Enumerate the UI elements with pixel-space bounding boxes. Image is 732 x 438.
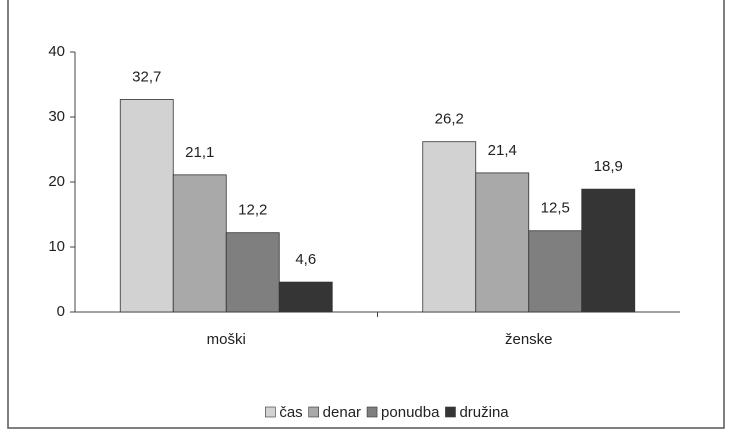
bar bbox=[119, 99, 174, 313]
bar-value-label: 21,1 bbox=[185, 144, 214, 161]
bar-value-label: 4,6 bbox=[295, 251, 316, 268]
y-tick-label: 0 bbox=[57, 303, 65, 320]
bar bbox=[581, 188, 636, 313]
legend-label: denar bbox=[323, 404, 361, 421]
bar-value-label: 26,2 bbox=[435, 111, 464, 128]
bar-value-label: 21,4 bbox=[488, 142, 517, 159]
y-tick-label: 40 bbox=[48, 43, 65, 60]
bar-value-label: 32,7 bbox=[132, 68, 161, 85]
bar bbox=[278, 281, 333, 313]
bar bbox=[475, 172, 530, 313]
bar-value-label: 18,9 bbox=[594, 158, 623, 175]
legend-label: družina bbox=[459, 404, 509, 421]
bar bbox=[172, 174, 227, 313]
y-tick-label: 10 bbox=[48, 238, 65, 255]
bar bbox=[225, 232, 280, 313]
y-tick-label: 30 bbox=[48, 108, 65, 125]
legend-label: čas bbox=[279, 404, 302, 421]
x-tick-label: ženske bbox=[505, 331, 553, 348]
legend-swatch bbox=[308, 406, 319, 418]
bar bbox=[528, 230, 583, 313]
bar bbox=[422, 141, 477, 313]
y-tick-label: 20 bbox=[48, 173, 65, 190]
bar-value-label: 12,5 bbox=[541, 200, 570, 217]
legend-label: ponudba bbox=[381, 404, 440, 421]
legend-swatch bbox=[445, 406, 456, 418]
legend-swatch bbox=[366, 406, 378, 418]
bar-value-label: 12,2 bbox=[238, 202, 267, 219]
x-tick-label: moški bbox=[207, 331, 246, 348]
legend-swatch bbox=[265, 406, 276, 418]
